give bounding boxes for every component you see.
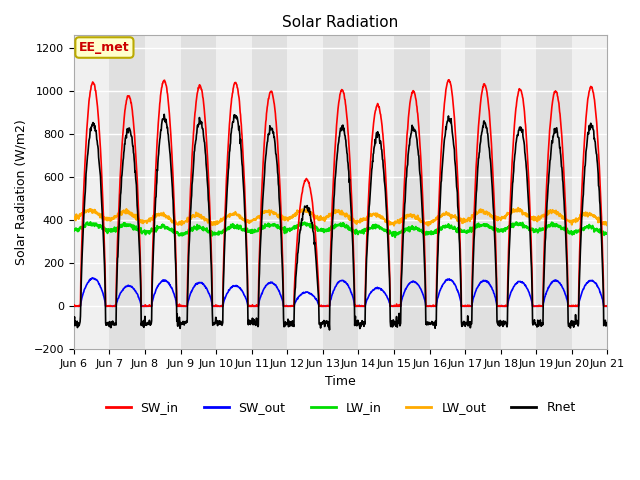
Bar bbox=[109, 36, 145, 349]
Bar bbox=[465, 36, 500, 349]
Bar bbox=[252, 36, 287, 349]
Legend: SW_in, SW_out, LW_in, LW_out, Rnet: SW_in, SW_out, LW_in, LW_out, Rnet bbox=[100, 396, 580, 420]
Text: EE_met: EE_met bbox=[79, 41, 130, 54]
Bar bbox=[394, 36, 429, 349]
Y-axis label: Solar Radiation (W/m2): Solar Radiation (W/m2) bbox=[15, 120, 28, 265]
Bar bbox=[145, 36, 180, 349]
Title: Solar Radiation: Solar Radiation bbox=[282, 15, 399, 30]
Bar bbox=[572, 36, 607, 349]
Bar bbox=[358, 36, 394, 349]
Bar bbox=[429, 36, 465, 349]
X-axis label: Time: Time bbox=[325, 374, 356, 387]
Bar bbox=[180, 36, 216, 349]
Bar bbox=[287, 36, 323, 349]
Bar bbox=[323, 36, 358, 349]
Bar bbox=[216, 36, 252, 349]
Bar bbox=[500, 36, 536, 349]
Bar bbox=[74, 36, 109, 349]
Bar bbox=[536, 36, 572, 349]
